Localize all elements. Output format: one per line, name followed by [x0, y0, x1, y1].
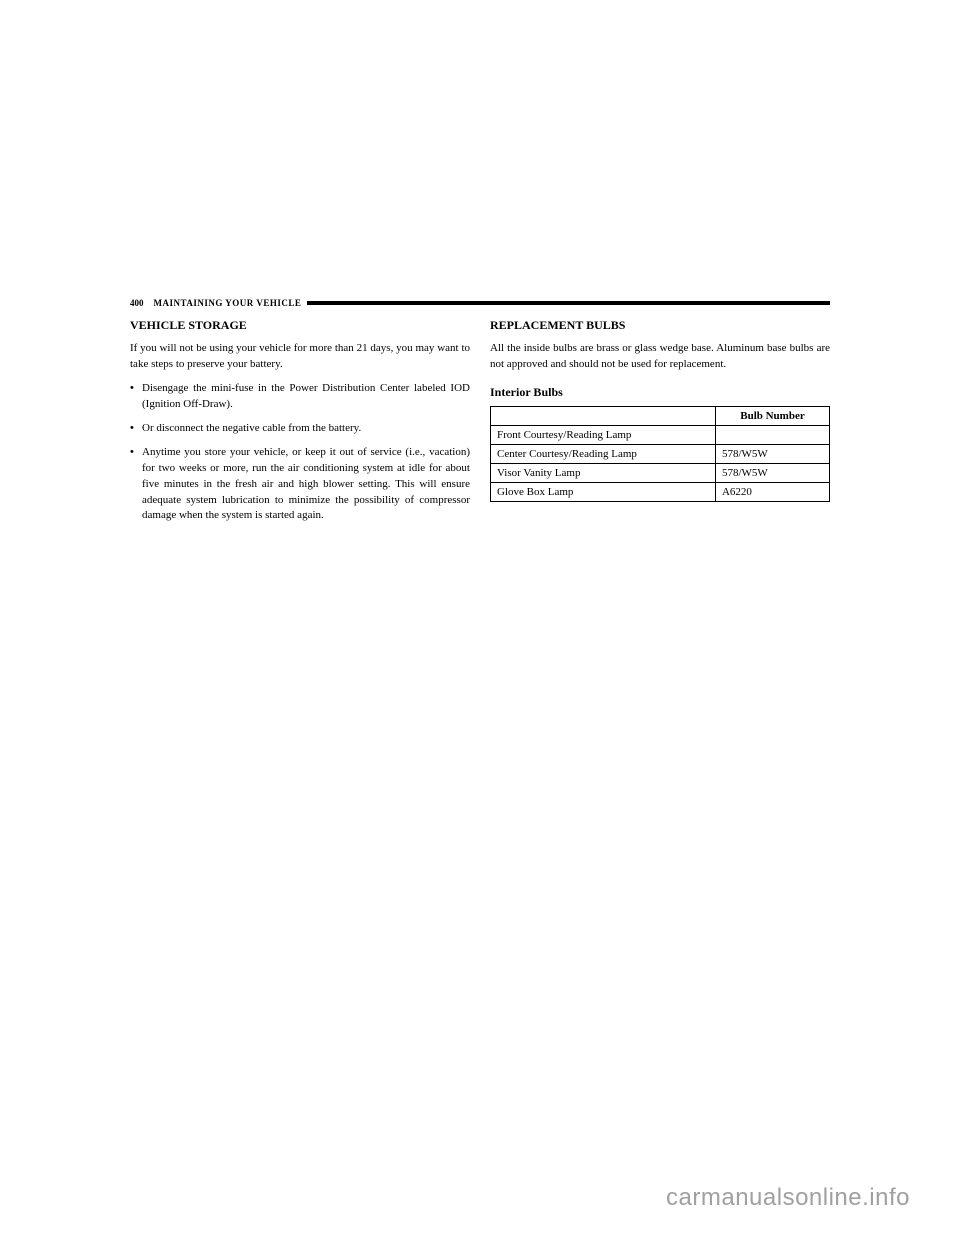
bulb-label: Glove Box Lamp [491, 482, 716, 501]
table-header-row: Bulb Number [491, 406, 830, 425]
vehicle-storage-heading: VEHICLE STORAGE [130, 318, 470, 333]
table-row: Center Courtesy/Reading Lamp 578/W5W [491, 444, 830, 463]
bulb-label: Front Courtesy/Reading Lamp [491, 425, 716, 444]
storage-bullet-list: Disengage the mini-fuse in the Power Dis… [130, 381, 470, 525]
section-header: MAINTAINING YOUR VEHICLE [154, 298, 302, 308]
bulb-value: 578/W5W [715, 444, 829, 463]
bullet-item: Or disconnect the negative cable from th… [130, 421, 470, 437]
watermark: carmanualsonline.info [666, 1184, 910, 1212]
table-row: Glove Box Lamp A6220 [491, 482, 830, 501]
bullet-item: Disengage the mini-fuse in the Power Dis… [130, 381, 470, 413]
left-column: VEHICLE STORAGE If you will not be using… [130, 318, 470, 532]
storage-intro-text: If you will not be using your vehicle fo… [130, 341, 470, 373]
interior-bulbs-subheading: Interior Bulbs [490, 385, 830, 400]
two-column-layout: VEHICLE STORAGE If you will not be using… [130, 318, 830, 532]
right-column: REPLACEMENT BULBS All the inside bulbs a… [490, 318, 830, 532]
table-row: Front Courtesy/Reading Lamp [491, 425, 830, 444]
page-number: 400 [130, 298, 144, 308]
bulb-value [715, 425, 829, 444]
bulb-value: 578/W5W [715, 463, 829, 482]
page-header: 400 MAINTAINING YOUR VEHICLE [130, 298, 830, 308]
table-header-bulb-number: Bulb Number [715, 406, 829, 425]
header-rule [307, 301, 830, 305]
bulbs-intro-text: All the inside bulbs are brass or glass … [490, 341, 830, 373]
bulb-table: Bulb Number Front Courtesy/Reading Lamp … [490, 406, 830, 502]
table-header-blank [491, 406, 716, 425]
page-content: 400 MAINTAINING YOUR VEHICLE VEHICLE STO… [130, 298, 830, 532]
bullet-item: Anytime you store your vehicle, or keep … [130, 445, 470, 525]
bulb-value: A6220 [715, 482, 829, 501]
bulb-label: Center Courtesy/Reading Lamp [491, 444, 716, 463]
bulb-label: Visor Vanity Lamp [491, 463, 716, 482]
table-row: Visor Vanity Lamp 578/W5W [491, 463, 830, 482]
replacement-bulbs-heading: REPLACEMENT BULBS [490, 318, 830, 333]
